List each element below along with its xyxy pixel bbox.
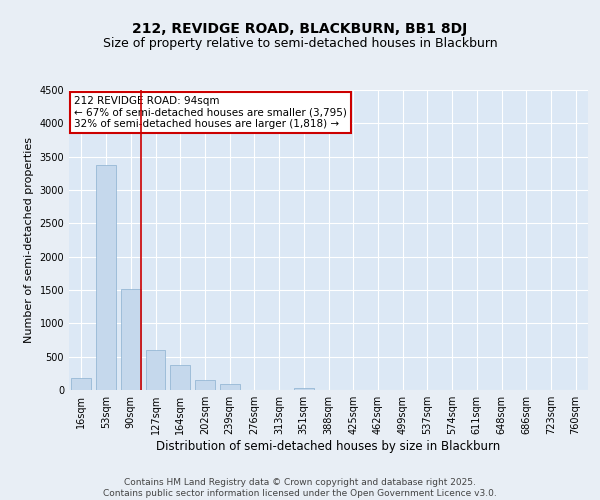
Y-axis label: Number of semi-detached properties: Number of semi-detached properties: [24, 137, 34, 343]
Bar: [71, 378, 91, 390]
Bar: [195, 380, 215, 390]
Text: Contains HM Land Registry data © Crown copyright and database right 2025.
Contai: Contains HM Land Registry data © Crown c…: [103, 478, 497, 498]
Bar: [146, 350, 166, 390]
Bar: [294, 388, 314, 390]
Bar: [220, 384, 239, 390]
X-axis label: Distribution of semi-detached houses by size in Blackburn: Distribution of semi-detached houses by …: [157, 440, 500, 453]
Bar: [170, 364, 190, 390]
Text: 212, REVIDGE ROAD, BLACKBURN, BB1 8DJ: 212, REVIDGE ROAD, BLACKBURN, BB1 8DJ: [133, 22, 467, 36]
Text: 212 REVIDGE ROAD: 94sqm
← 67% of semi-detached houses are smaller (3,795)
32% of: 212 REVIDGE ROAD: 94sqm ← 67% of semi-de…: [74, 96, 347, 129]
Text: Size of property relative to semi-detached houses in Blackburn: Size of property relative to semi-detach…: [103, 38, 497, 51]
Bar: [121, 290, 140, 390]
Bar: [96, 166, 116, 390]
